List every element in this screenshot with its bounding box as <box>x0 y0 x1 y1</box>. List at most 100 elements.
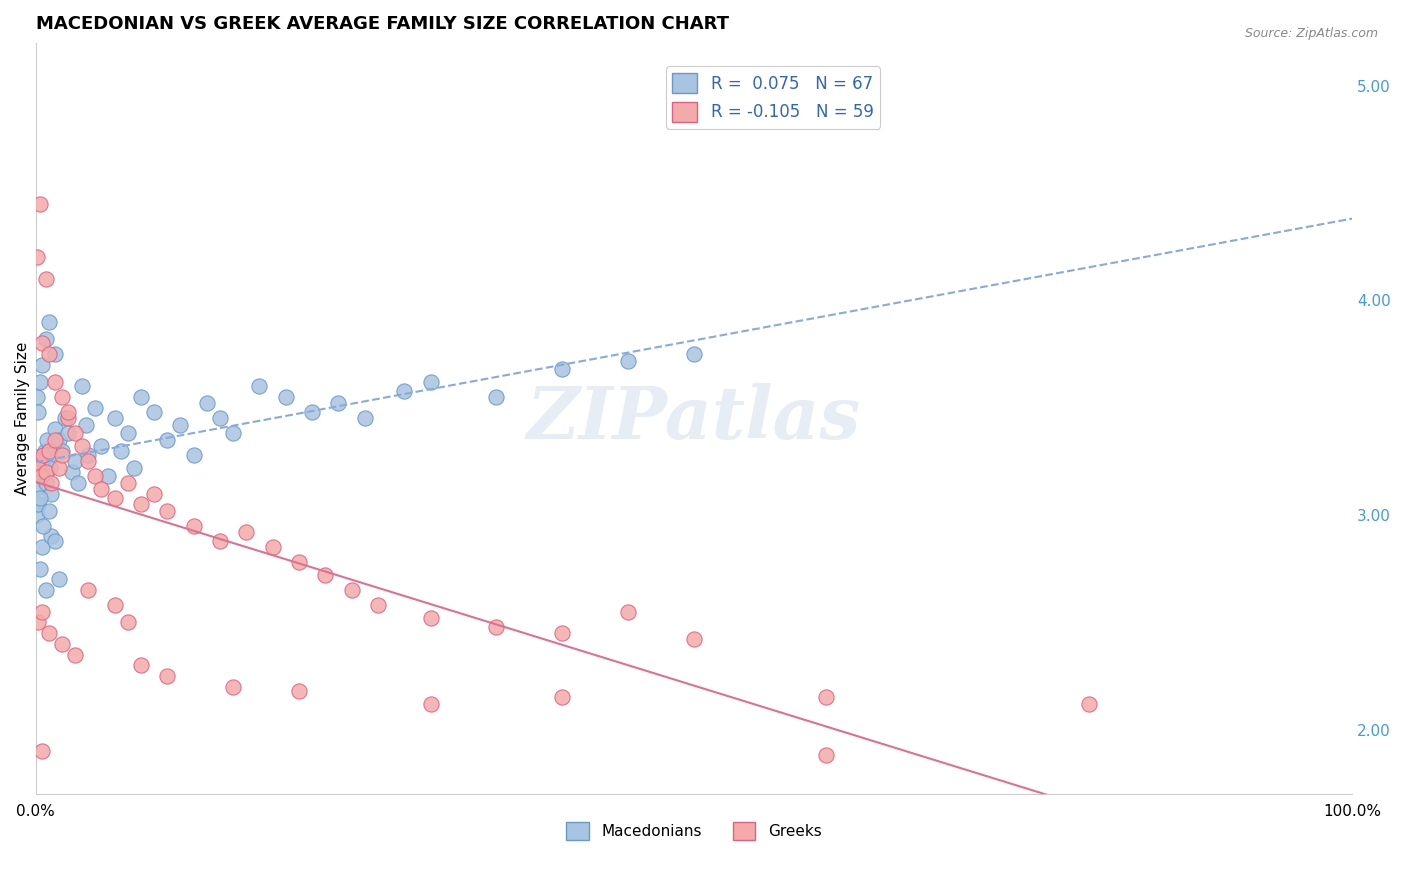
Point <box>103 491 125 505</box>
Point <box>44 433 66 447</box>
Point <box>37 433 59 447</box>
Point <box>44 375 66 389</box>
Text: ZIPatlas: ZIPatlas <box>527 383 860 454</box>
Point <box>28 491 51 505</box>
Point <box>27 615 49 630</box>
Point <box>32 454 55 468</box>
Point <box>117 475 139 490</box>
Legend: Macedonians, Greeks: Macedonians, Greeks <box>560 815 828 847</box>
Point <box>683 632 706 647</box>
Point <box>314 568 336 582</box>
Point <box>32 448 55 462</box>
Point <box>208 411 231 425</box>
Point <box>25 251 48 265</box>
Point <box>353 411 375 425</box>
Point <box>48 460 70 475</box>
Point <box>551 690 574 705</box>
Point <box>44 422 66 436</box>
Point <box>156 504 179 518</box>
Point <box>51 448 73 462</box>
Point <box>77 583 100 598</box>
Point <box>31 336 53 351</box>
Point <box>814 748 837 763</box>
Point <box>419 697 441 711</box>
Point <box>38 448 60 462</box>
Point <box>51 443 73 458</box>
Point <box>485 390 508 404</box>
Point <box>617 605 640 619</box>
Point <box>31 605 53 619</box>
Point <box>25 508 48 522</box>
Point <box>143 486 166 500</box>
Point <box>77 454 100 468</box>
Point <box>340 583 363 598</box>
Point <box>103 411 125 425</box>
Point <box>97 469 120 483</box>
Point <box>30 460 52 475</box>
Point <box>58 411 80 425</box>
Point <box>169 417 191 432</box>
Point <box>274 390 297 404</box>
Point <box>183 518 205 533</box>
Point <box>129 390 152 404</box>
Point <box>58 405 80 419</box>
Point <box>394 384 416 398</box>
Point <box>551 626 574 640</box>
Point <box>31 469 53 483</box>
Point <box>41 529 63 543</box>
Point <box>222 426 245 441</box>
Point <box>28 197 51 211</box>
Point <box>195 396 218 410</box>
Point <box>51 390 73 404</box>
Point <box>53 411 76 425</box>
Point <box>288 555 311 569</box>
Point <box>183 448 205 462</box>
Point <box>44 533 66 548</box>
Point <box>66 475 89 490</box>
Point <box>31 744 53 758</box>
Text: MACEDONIAN VS GREEK AVERAGE FAMILY SIZE CORRELATION CHART: MACEDONIAN VS GREEK AVERAGE FAMILY SIZE … <box>35 15 728 33</box>
Point <box>77 448 100 462</box>
Point <box>222 680 245 694</box>
Point <box>617 353 640 368</box>
Point <box>110 443 132 458</box>
Point <box>262 540 284 554</box>
Point <box>38 504 60 518</box>
Point <box>75 417 97 432</box>
Point <box>63 648 86 662</box>
Point <box>25 390 48 404</box>
Point <box>41 486 63 500</box>
Point <box>143 405 166 419</box>
Point <box>32 518 55 533</box>
Point <box>51 637 73 651</box>
Point <box>25 450 48 464</box>
Point <box>70 439 93 453</box>
Point <box>27 480 49 494</box>
Point <box>62 465 84 479</box>
Point <box>35 583 58 598</box>
Text: Source: ZipAtlas.com: Source: ZipAtlas.com <box>1244 27 1378 40</box>
Point <box>90 483 112 497</box>
Point <box>38 315 60 329</box>
Point <box>35 272 58 286</box>
Point <box>129 497 152 511</box>
Point <box>38 626 60 640</box>
Point <box>156 669 179 683</box>
Point <box>34 443 56 458</box>
Point <box>328 396 350 410</box>
Point <box>419 611 441 625</box>
Point <box>208 533 231 548</box>
Point <box>28 562 51 576</box>
Point <box>288 684 311 698</box>
Point <box>41 475 63 490</box>
Point <box>35 465 58 479</box>
Point <box>83 401 105 415</box>
Point <box>35 475 58 490</box>
Point <box>124 460 146 475</box>
Point <box>419 375 441 389</box>
Point <box>683 347 706 361</box>
Point <box>70 379 93 393</box>
Point <box>31 540 53 554</box>
Point <box>38 443 60 458</box>
Point <box>28 465 51 479</box>
